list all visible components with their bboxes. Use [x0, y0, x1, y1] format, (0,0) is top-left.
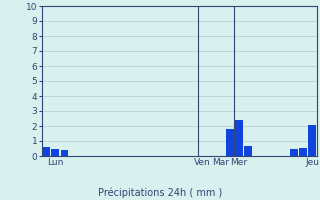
Bar: [226, 129, 234, 156]
Text: Mer: Mer: [230, 158, 247, 167]
Bar: [290, 148, 298, 156]
Text: Jeu: Jeu: [305, 158, 319, 167]
Bar: [42, 147, 50, 156]
Text: Lun: Lun: [47, 158, 64, 167]
Text: Ven: Ven: [194, 158, 211, 167]
Bar: [299, 148, 307, 156]
Bar: [60, 150, 68, 156]
Bar: [235, 120, 243, 156]
Text: Précipitations 24h ( mm ): Précipitations 24h ( mm ): [98, 188, 222, 198]
Bar: [244, 146, 252, 156]
Bar: [52, 148, 59, 156]
Text: Mar: Mar: [212, 158, 229, 167]
Bar: [308, 124, 316, 156]
